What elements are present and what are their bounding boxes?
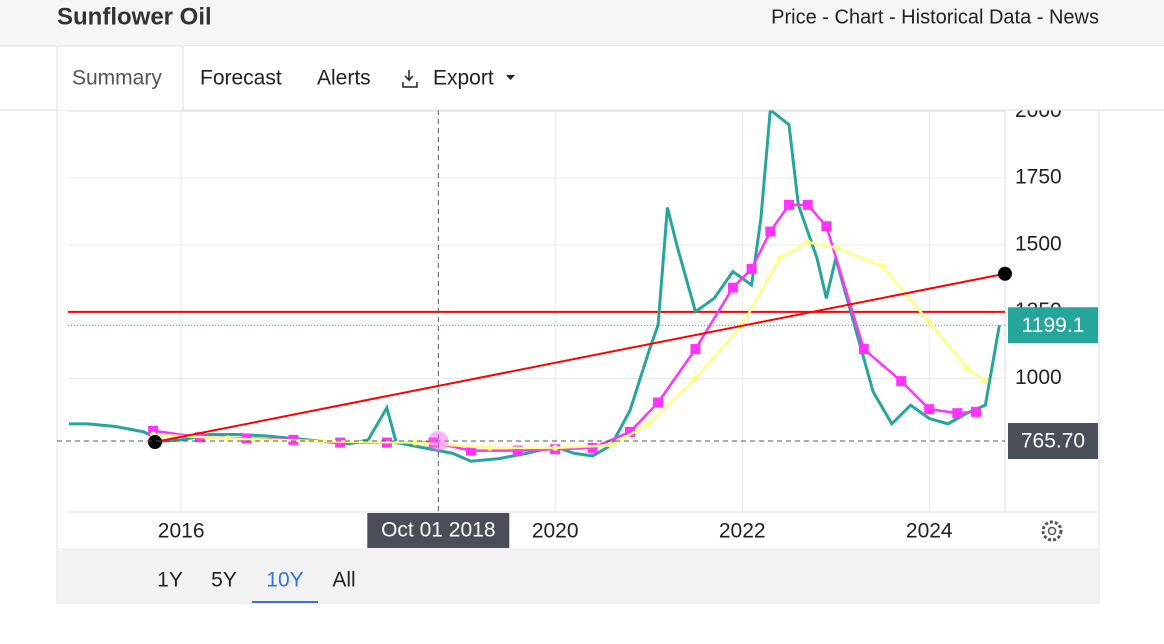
ma-marker (645, 420, 652, 427)
ma-marker (821, 221, 832, 232)
range-button[interactable]: 10Y (266, 569, 303, 592)
chart: 100012501500175020002016202020222024Oct … (57, 99, 1099, 549)
trend-handle[interactable] (147, 435, 162, 450)
ma-marker (832, 244, 839, 251)
tab-bar (57, 46, 1164, 110)
ma-marker (690, 344, 701, 355)
y-tick-label: 1000 (1015, 366, 1062, 389)
ma-marker (765, 226, 776, 237)
ma-marker (776, 255, 783, 262)
trend-line (154, 272, 1005, 443)
ma-marker (653, 397, 664, 408)
ma-marker (952, 408, 963, 419)
crosshair-y-label-bg (1008, 423, 1098, 460)
tab[interactable]: Alerts (317, 67, 371, 90)
price-line (68, 110, 1001, 463)
page-title: Sunflower Oil (57, 3, 212, 30)
ma-marker (552, 444, 559, 451)
ma-marker (926, 319, 933, 326)
ma-marker (727, 282, 738, 293)
ma-marker (224, 435, 231, 442)
trend-handle[interactable] (998, 266, 1012, 281)
ma-marker (625, 426, 636, 437)
y-tick-label: 1500 (1015, 232, 1062, 255)
ma-marker (587, 442, 598, 453)
tab[interactable]: Summary (72, 67, 162, 90)
ma-marker (466, 445, 477, 456)
range-button[interactable]: 1Y (157, 569, 183, 592)
tab[interactable]: Export (433, 67, 494, 90)
moving-average (152, 203, 977, 452)
range-bar (58, 548, 1098, 602)
export-caret (506, 75, 515, 80)
ma-marker (982, 378, 989, 385)
ma-marker (148, 425, 159, 436)
crosshair-point (428, 431, 449, 452)
x-tick-label: 2016 (158, 520, 205, 543)
export-icon (402, 70, 418, 88)
ma-marker (608, 442, 615, 449)
last-price-label: 1199.1 (1022, 314, 1085, 337)
range-button[interactable]: All (332, 569, 355, 592)
gear[interactable] (1041, 520, 1063, 542)
x-tick-label: 2020 (532, 520, 579, 543)
nav-links[interactable]: Price - Chart - Historical Data - News (771, 6, 1099, 28)
ma-marker (746, 263, 757, 274)
ma-marker (486, 444, 493, 451)
x-tick-label: 2024 (906, 520, 953, 543)
x-tick-label: 2022 (719, 520, 766, 543)
ma-marker (512, 445, 523, 456)
tab[interactable]: Forecast (200, 67, 282, 90)
ma-marker (971, 406, 982, 417)
plot-area (68, 110, 1005, 463)
ma-marker (879, 263, 886, 270)
ma-marker (804, 239, 811, 246)
gear-hub[interactable] (1047, 526, 1057, 536)
ma-marker (924, 404, 935, 415)
active-tab (56, 45, 184, 110)
tabs: Summary Forecast Alerts Export (72, 67, 494, 90)
ma-marker (692, 375, 699, 382)
crosshair-x-label: Oct 01 2018 (381, 519, 495, 542)
range-button[interactable]: 5Y (211, 569, 237, 592)
ma-marker (896, 376, 907, 387)
ma-marker (802, 199, 813, 210)
y-tick-label: 1750 (1015, 166, 1062, 189)
last-price-bg (1008, 307, 1098, 344)
ma-marker (963, 364, 970, 371)
crosshair-x-label-bg (367, 513, 510, 549)
crosshair-y-label: 765.70 (1021, 430, 1085, 453)
ma-marker (411, 439, 418, 446)
ranges: 1Y 5Y 10Y All (157, 569, 356, 603)
header-bar (0, 0, 1164, 46)
ma-marker (858, 344, 869, 355)
ma-marker (783, 199, 794, 210)
settings-icon[interactable] (1041, 520, 1063, 542)
